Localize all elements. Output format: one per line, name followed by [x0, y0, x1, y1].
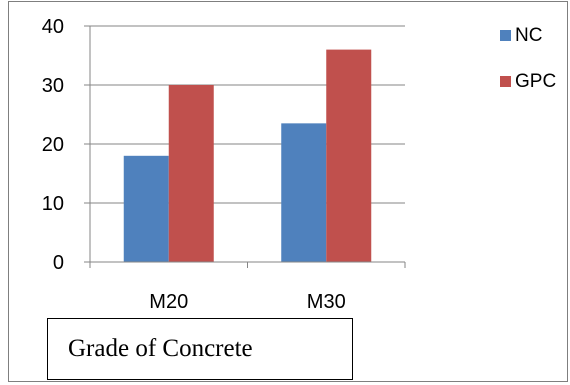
legend-swatch-gpc [500, 76, 511, 87]
x-axis-caption: Grade of Concrete [68, 335, 253, 362]
y-tick-label-0: 0 [53, 252, 64, 274]
bar-gpc-m20 [168, 85, 214, 262]
axes [84, 25, 406, 268]
x-tick-labels: M20 M30 [149, 291, 345, 313]
legend-swatch-nc [500, 30, 511, 41]
x-tick-label-m20: M20 [149, 291, 188, 313]
y-tick-label-10: 10 [42, 193, 64, 215]
chart-frame [8, 1, 568, 382]
y-tick-labels: 0 10 20 30 40 [42, 16, 64, 274]
y-tick-label-20: 20 [42, 134, 64, 156]
bars [123, 49, 372, 262]
y-tick-label-30: 30 [42, 75, 64, 97]
x-axis-caption-box: Grade of Concrete [47, 318, 353, 380]
legend-label-nc: NC [515, 25, 542, 46]
bar-nc-m30 [281, 123, 327, 262]
legend-label-gpc: GPC [515, 71, 556, 92]
legend: NC GPC [500, 25, 556, 92]
bar-nc-m20 [123, 155, 169, 262]
y-tick-label-40: 40 [42, 16, 64, 38]
bar-gpc-m30 [326, 49, 372, 262]
x-tick-label-m30: M30 [307, 291, 346, 313]
